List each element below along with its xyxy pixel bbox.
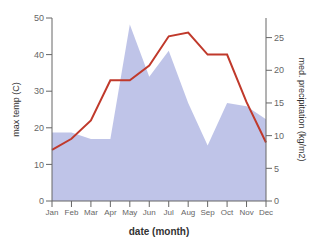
svg-text:max temp (C): max temp (C) (11, 82, 21, 137)
svg-text:Jun: Jun (143, 208, 156, 217)
svg-text:Jan: Jan (46, 208, 59, 217)
svg-text:10: 10 (34, 160, 44, 170)
svg-text:Mar: Mar (84, 208, 98, 217)
svg-text:Dec: Dec (259, 208, 273, 217)
svg-text:50: 50 (34, 13, 44, 23)
svg-text:20: 20 (274, 65, 284, 75)
svg-text:5: 5 (274, 164, 279, 174)
svg-text:15: 15 (274, 98, 284, 108)
svg-text:May: May (122, 208, 137, 217)
svg-text:Nov: Nov (239, 208, 253, 217)
svg-text:Apr: Apr (104, 208, 117, 217)
svg-text:25: 25 (274, 33, 284, 43)
svg-text:0: 0 (274, 196, 279, 206)
svg-text:30: 30 (34, 86, 44, 96)
svg-text:med. precipitation (kg/m2): med. precipitation (kg/m2) (297, 57, 307, 161)
svg-text:Feb: Feb (65, 208, 79, 217)
svg-text:20: 20 (34, 123, 44, 133)
svg-text:Jul: Jul (164, 208, 174, 217)
svg-text:Sep: Sep (201, 208, 216, 217)
svg-text:40: 40 (34, 50, 44, 60)
svg-text:date (month): date (month) (129, 226, 190, 237)
svg-text:0: 0 (39, 196, 44, 206)
svg-text:10: 10 (274, 131, 284, 141)
svg-text:Oct: Oct (221, 208, 234, 217)
svg-text:Aug: Aug (181, 208, 195, 217)
